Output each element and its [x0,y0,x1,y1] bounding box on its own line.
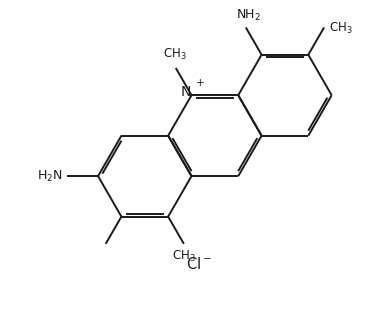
Text: CH$_3$: CH$_3$ [329,21,353,36]
Text: N: N [181,85,191,99]
Text: CH$_3$: CH$_3$ [172,248,195,263]
Text: +: + [196,78,205,88]
Text: NH$_2$: NH$_2$ [236,8,260,23]
Text: CH$_3$: CH$_3$ [162,47,186,62]
Text: Cl$^-$: Cl$^-$ [186,256,212,272]
Text: H$_2$N: H$_2$N [36,168,62,184]
